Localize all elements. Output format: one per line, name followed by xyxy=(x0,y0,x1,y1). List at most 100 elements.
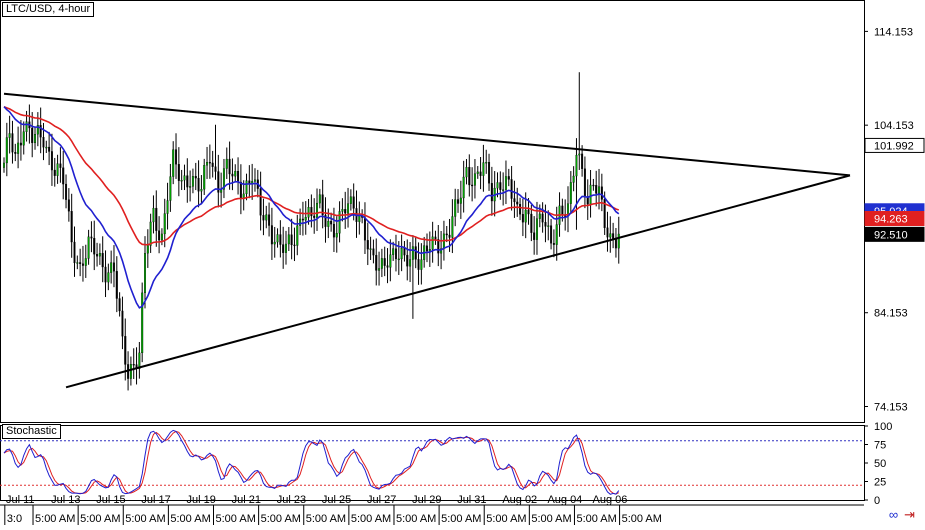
candle-down xyxy=(62,167,65,185)
candle-down xyxy=(612,233,615,239)
candle-down xyxy=(186,175,189,188)
ma-slow-line xyxy=(3,105,620,246)
candle-down xyxy=(115,271,118,299)
trendlines xyxy=(3,92,851,389)
candle-up xyxy=(617,233,620,249)
candle-up xyxy=(485,162,488,164)
candle-down xyxy=(457,199,460,204)
candle-up xyxy=(163,213,166,235)
candle-down xyxy=(544,221,547,227)
arrow-right-icon[interactable]: ⇥ xyxy=(904,507,915,522)
candle-up xyxy=(152,207,155,223)
candle-down xyxy=(437,239,440,254)
candle-up xyxy=(8,133,11,138)
candle-up xyxy=(287,234,290,245)
candle-down xyxy=(67,199,70,212)
candle-down xyxy=(101,253,104,268)
candle-up xyxy=(502,189,505,191)
candle-down xyxy=(507,176,510,180)
candle-up xyxy=(358,215,361,222)
candle-up xyxy=(36,125,39,135)
candle-down xyxy=(595,185,598,194)
candle-down xyxy=(270,225,273,245)
date-tick-label: Jul 31 xyxy=(457,494,486,506)
candle-up xyxy=(555,224,558,245)
stochastic-panel: 100 75 50 25 0 xyxy=(0,421,892,507)
candle-up xyxy=(482,162,485,176)
candle-up xyxy=(5,137,8,164)
time-tick-label: 5:00 AM xyxy=(531,513,571,525)
candle-up xyxy=(146,245,149,254)
candle-up xyxy=(160,233,163,241)
candle-up xyxy=(535,218,538,240)
candle-up xyxy=(166,200,169,214)
candle-down xyxy=(403,247,406,256)
price-label-text: 94.263 xyxy=(874,214,908,226)
candle-down xyxy=(290,234,293,246)
candle-up xyxy=(25,121,28,132)
candle-down xyxy=(158,230,161,241)
candle-down xyxy=(581,153,584,169)
date-tick-label: Aug 04 xyxy=(547,494,582,506)
time-tick-label: 5:00 AM xyxy=(216,513,256,525)
time-tick-label: 5:00 AM xyxy=(576,513,616,525)
date-tick-label: Jul 19 xyxy=(186,494,215,506)
date-tick-label: Jul 29 xyxy=(412,494,441,506)
price-tick-label: 104.153 xyxy=(874,120,914,132)
candle-up xyxy=(299,218,302,226)
candle-down xyxy=(155,207,158,231)
candle-down xyxy=(39,125,42,138)
date-tick-label: Jul 21 xyxy=(232,494,261,506)
candle-up xyxy=(428,249,431,252)
price-label-text: 101.992 xyxy=(874,140,914,152)
date-tick-label: Jul 25 xyxy=(322,494,351,506)
candle-up xyxy=(273,241,276,245)
candle-up xyxy=(129,364,132,379)
candle-down xyxy=(214,166,217,172)
price-axis: 114.153 104.153 84.153 74.153 xyxy=(864,26,914,413)
candle-up xyxy=(459,197,462,204)
candle-down xyxy=(600,186,603,200)
stochastic-tick-label: 100 xyxy=(874,421,892,433)
candle-up xyxy=(3,162,5,168)
link-icon[interactable]: ∞ xyxy=(888,507,899,522)
candle-up xyxy=(110,262,113,273)
lower-trendline xyxy=(65,174,851,389)
candle-down xyxy=(521,214,524,223)
time-tick-label: 5:00 AM xyxy=(306,513,346,525)
candle-down xyxy=(583,168,586,198)
candle-down xyxy=(527,209,530,215)
candle-down xyxy=(445,233,448,236)
candle-up xyxy=(476,171,479,174)
candle-up xyxy=(169,176,172,201)
candle-down xyxy=(177,164,180,181)
candle-up xyxy=(378,268,381,271)
candle-down xyxy=(541,213,544,223)
candle-down xyxy=(50,151,53,171)
candle-down xyxy=(14,152,17,154)
time-tick-label: 5:00 AM xyxy=(80,513,120,525)
candle-down xyxy=(513,198,516,203)
candle-up xyxy=(420,259,423,270)
candle-down xyxy=(70,211,73,243)
candle-up xyxy=(87,236,90,259)
candle-down xyxy=(533,232,536,240)
candle-up xyxy=(451,216,454,238)
candle-down xyxy=(11,133,14,153)
time-tick-label: 5:00 AM xyxy=(396,513,436,525)
candle-down xyxy=(268,214,271,226)
candle-down xyxy=(301,218,304,221)
candle-down xyxy=(561,205,564,216)
stochastic-tick-label: 0 xyxy=(874,495,880,507)
candle-up xyxy=(431,236,434,250)
candle-up xyxy=(316,202,319,218)
stochastic-tick-label: 75 xyxy=(874,440,886,452)
candle-down xyxy=(530,213,533,233)
candle-down xyxy=(313,215,316,218)
date-tick-label: Jul 17 xyxy=(141,494,170,506)
candle-down xyxy=(124,336,127,365)
date-tick-label: Jul 27 xyxy=(367,494,396,506)
candle-down xyxy=(510,179,513,199)
candle-down xyxy=(426,245,428,252)
stochastic-d-line xyxy=(3,430,620,495)
